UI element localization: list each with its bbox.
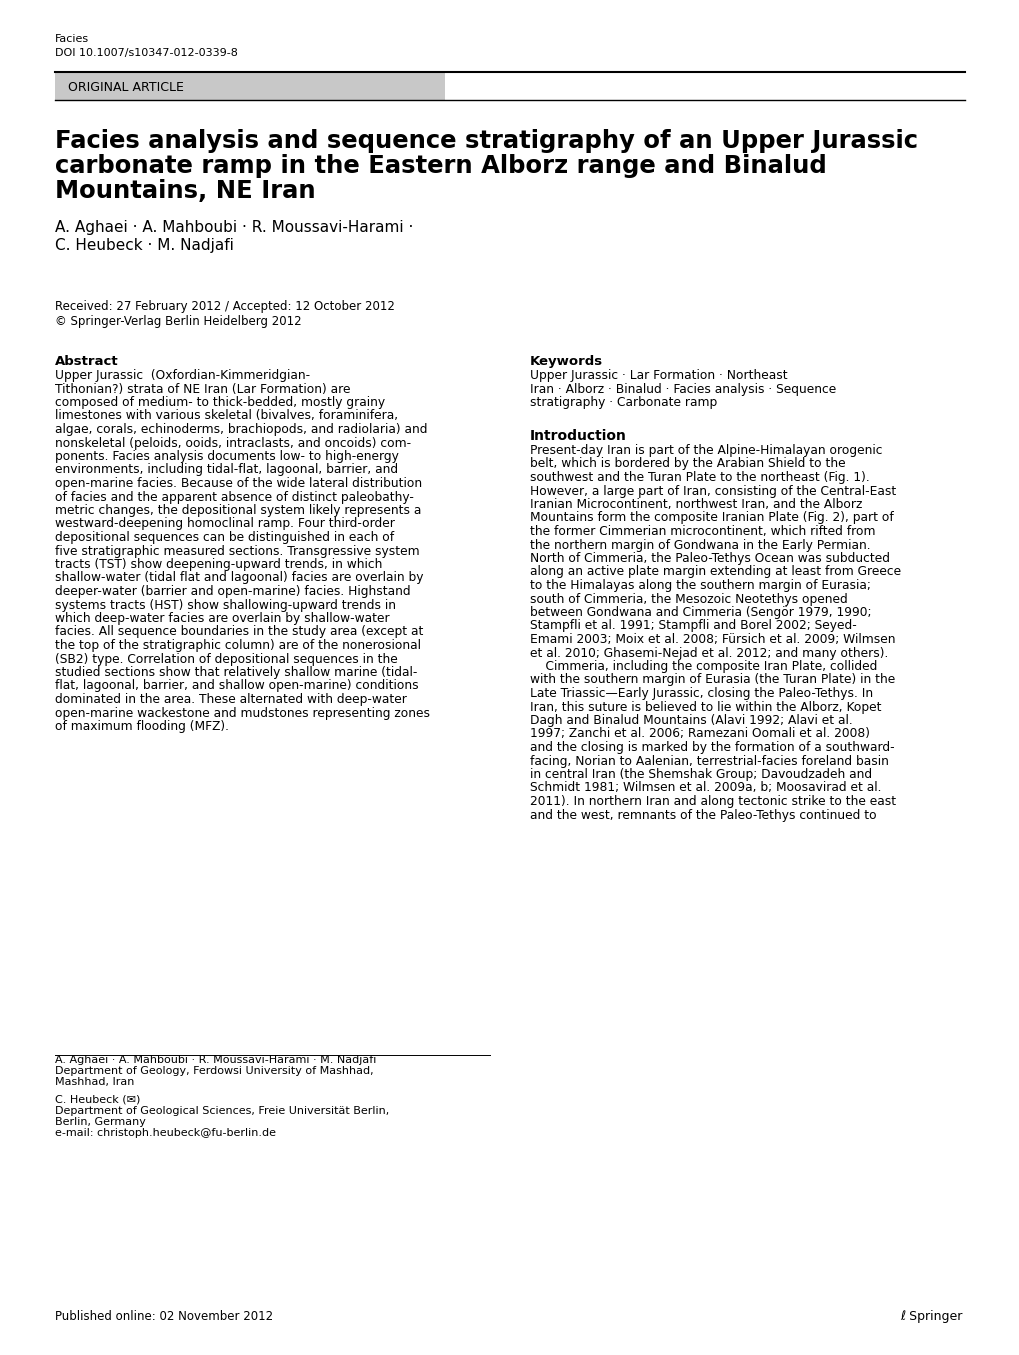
Text: Emami 2003; Moix et al. 2008; Fürsich et al. 2009; Wilmsen: Emami 2003; Moix et al. 2008; Fürsich et… (530, 633, 895, 646)
Text: of facies and the apparent absence of distinct paleobathy-: of facies and the apparent absence of di… (55, 491, 414, 504)
Text: studied sections show that relatively shallow marine (tidal-: studied sections show that relatively sh… (55, 667, 417, 679)
Text: Iranian Microcontinent, northwest Iran, and the Alborz: Iranian Microcontinent, northwest Iran, … (530, 499, 861, 511)
Text: Mashhad, Iran: Mashhad, Iran (55, 1077, 135, 1087)
Text: However, a large part of Iran, consisting of the Central-East: However, a large part of Iran, consistin… (530, 485, 896, 497)
Text: and the closing is marked by the formation of a southward-: and the closing is marked by the formati… (530, 741, 894, 753)
Text: e-mail: christoph.heubeck@fu-berlin.de: e-mail: christoph.heubeck@fu-berlin.de (55, 1127, 276, 1138)
Text: Late Triassic—Early Jurassic, closing the Paleo-Tethys. In: Late Triassic—Early Jurassic, closing th… (530, 687, 872, 701)
Text: environments, including tidal-flat, lagoonal, barrier, and: environments, including tidal-flat, lago… (55, 463, 397, 477)
Text: Keywords: Keywords (530, 355, 602, 369)
Text: Facies: Facies (55, 34, 89, 43)
Text: Iran · Alborz · Binalud · Facies analysis · Sequence: Iran · Alborz · Binalud · Facies analysi… (530, 382, 836, 396)
Text: Mountains form the composite Iranian Plate (Fig. 2), part of: Mountains form the composite Iranian Pla… (530, 511, 893, 524)
Text: Upper Jurassic  (Oxfordian-Kimmeridgian-: Upper Jurassic (Oxfordian-Kimmeridgian- (55, 369, 310, 382)
Text: and the west, remnants of the Paleo-Tethys continued to: and the west, remnants of the Paleo-Teth… (530, 809, 875, 821)
Text: in central Iran (the Shemshak Group; Davoudzadeh and: in central Iran (the Shemshak Group; Dav… (530, 768, 871, 780)
Text: ponents. Facies analysis documents low- to high-energy: ponents. Facies analysis documents low- … (55, 450, 398, 463)
Text: Present-day Iran is part of the Alpine-Himalayan orogenic: Present-day Iran is part of the Alpine-H… (530, 444, 881, 457)
Text: along an active plate margin extending at least from Greece: along an active plate margin extending a… (530, 565, 900, 579)
Text: the northern margin of Gondwana in the Early Permian.: the northern margin of Gondwana in the E… (530, 538, 870, 551)
Text: nonskeletal (peloids, ooids, intraclasts, and oncoids) com-: nonskeletal (peloids, ooids, intraclasts… (55, 436, 411, 450)
Text: systems tracts (HST) show shallowing-upward trends in: systems tracts (HST) show shallowing-upw… (55, 599, 395, 611)
Text: DOI 10.1007/s10347-012-0339-8: DOI 10.1007/s10347-012-0339-8 (55, 47, 237, 58)
Text: limestones with various skeletal (bivalves, foraminifera,: limestones with various skeletal (bivalv… (55, 409, 397, 423)
Text: the former Cimmerian microcontinent, which rifted from: the former Cimmerian microcontinent, whi… (530, 524, 874, 538)
Text: open-marine facies. Because of the wide lateral distribution: open-marine facies. Because of the wide … (55, 477, 422, 491)
Text: flat, lagoonal, barrier, and shallow open-marine) conditions: flat, lagoonal, barrier, and shallow ope… (55, 679, 418, 692)
Text: facing, Norian to Aalenian, terrestrial-facies foreland basin: facing, Norian to Aalenian, terrestrial-… (530, 755, 888, 767)
Text: Schmidt 1981; Wilmsen et al. 2009a, b; Moosavirad et al.: Schmidt 1981; Wilmsen et al. 2009a, b; M… (530, 782, 880, 794)
Text: Facies analysis and sequence stratigraphy of an Upper Jurassic: Facies analysis and sequence stratigraph… (55, 129, 917, 153)
Text: with the southern margin of Eurasia (the Turan Plate) in the: with the southern margin of Eurasia (the… (530, 673, 895, 687)
Text: depositional sequences can be distinguished in each of: depositional sequences can be distinguis… (55, 531, 393, 543)
Text: Berlin, Germany: Berlin, Germany (55, 1117, 146, 1127)
Text: tracts (TST) show deepening-upward trends, in which: tracts (TST) show deepening-upward trend… (55, 558, 382, 570)
Text: southwest and the Turan Plate to the northeast (Fig. 1).: southwest and the Turan Plate to the nor… (530, 472, 869, 484)
Text: C. Heubeck · M. Nadjafi: C. Heubeck · M. Nadjafi (55, 238, 233, 253)
Text: C. Heubeck (✉): C. Heubeck (✉) (55, 1095, 141, 1104)
Text: south of Cimmeria, the Mesozoic Neotethys opened: south of Cimmeria, the Mesozoic Neotethy… (530, 592, 847, 606)
Bar (55, 72, 444, 100)
Text: dominated in the area. These alternated with deep-water: dominated in the area. These alternated … (55, 692, 407, 706)
Text: et al. 2010; Ghasemi-Nejad et al. 2012; and many others).: et al. 2010; Ghasemi-Nejad et al. 2012; … (530, 646, 888, 660)
Text: Tithonian?) strata of NE Iran (Lar Formation) are: Tithonian?) strata of NE Iran (Lar Forma… (55, 382, 351, 396)
Text: A. Aghaei · A. Mahboubi · R. Moussavi-Harami ·: A. Aghaei · A. Mahboubi · R. Moussavi-Ha… (55, 220, 413, 234)
Text: ORIGINAL ARTICLE: ORIGINAL ARTICLE (68, 81, 183, 93)
Text: algae, corals, echinoderms, brachiopods, and radiolaria) and: algae, corals, echinoderms, brachiopods,… (55, 423, 427, 436)
Text: Dagh and Binalud Mountains (Alavi 1992; Alavi et al.: Dagh and Binalud Mountains (Alavi 1992; … (530, 714, 852, 728)
Text: shallow-water (tidal flat and lagoonal) facies are overlain by: shallow-water (tidal flat and lagoonal) … (55, 572, 423, 584)
Text: Iran, this suture is believed to lie within the Alborz, Kopet: Iran, this suture is believed to lie wit… (530, 701, 880, 714)
Text: (SB2) type. Correlation of depositional sequences in the: (SB2) type. Correlation of depositional … (55, 653, 397, 665)
Text: Department of Geological Sciences, Freie Universität Berlin,: Department of Geological Sciences, Freie… (55, 1106, 389, 1117)
Text: belt, which is bordered by the Arabian Shield to the: belt, which is bordered by the Arabian S… (530, 458, 845, 470)
Text: Published online: 02 November 2012: Published online: 02 November 2012 (55, 1310, 273, 1322)
Text: Stampfli et al. 1991; Stampfli and Borel 2002; Seyed-: Stampfli et al. 1991; Stampfli and Borel… (530, 619, 856, 633)
Text: westward-deepening homoclinal ramp. Four third-order: westward-deepening homoclinal ramp. Four… (55, 518, 394, 531)
Text: Upper Jurassic · Lar Formation · Northeast: Upper Jurassic · Lar Formation · Northea… (530, 369, 787, 382)
Text: 1997; Zanchi et al. 2006; Ramezani Oomali et al. 2008): 1997; Zanchi et al. 2006; Ramezani Oomal… (530, 728, 869, 740)
Text: Received: 27 February 2012 / Accepted: 12 October 2012: Received: 27 February 2012 / Accepted: 1… (55, 299, 394, 313)
Text: Cimmeria, including the composite Iran Plate, collided: Cimmeria, including the composite Iran P… (530, 660, 876, 673)
Text: Department of Geology, Ferdowsi University of Mashhad,: Department of Geology, Ferdowsi Universi… (55, 1066, 373, 1076)
Text: Abstract: Abstract (55, 355, 118, 369)
Text: to the Himalayas along the southern margin of Eurasia;: to the Himalayas along the southern marg… (530, 579, 870, 592)
Text: A. Aghaei · A. Mahboubi · R. Moussavi-Harami · M. Nadjafi: A. Aghaei · A. Mahboubi · R. Moussavi-Ha… (55, 1056, 376, 1065)
Text: five stratigraphic measured sections. Transgressive system: five stratigraphic measured sections. Tr… (55, 545, 419, 557)
Text: ℓ Springer: ℓ Springer (899, 1310, 962, 1322)
Text: North of Cimmeria, the Paleo-Tethys Ocean was subducted: North of Cimmeria, the Paleo-Tethys Ocea… (530, 551, 890, 565)
Text: composed of medium- to thick-bedded, mostly grainy: composed of medium- to thick-bedded, mos… (55, 396, 385, 409)
Text: deeper-water (barrier and open-marine) facies. Highstand: deeper-water (barrier and open-marine) f… (55, 585, 411, 598)
Text: carbonate ramp in the Eastern Alborz range and Binalud: carbonate ramp in the Eastern Alborz ran… (55, 154, 826, 178)
Text: 2011). In northern Iran and along tectonic strike to the east: 2011). In northern Iran and along tecton… (530, 795, 896, 808)
Text: open-marine wackestone and mudstones representing zones: open-marine wackestone and mudstones rep… (55, 706, 430, 720)
Text: Introduction: Introduction (530, 430, 627, 443)
Text: the top of the stratigraphic column) are of the nonerosional: the top of the stratigraphic column) are… (55, 640, 421, 652)
Text: which deep-water facies are overlain by shallow-water: which deep-water facies are overlain by … (55, 612, 389, 625)
Text: metric changes, the depositional system likely represents a: metric changes, the depositional system … (55, 504, 421, 518)
Text: © Springer-Verlag Berlin Heidelberg 2012: © Springer-Verlag Berlin Heidelberg 2012 (55, 314, 302, 328)
Text: stratigraphy · Carbonate ramp: stratigraphy · Carbonate ramp (530, 396, 716, 409)
Text: of maximum flooding (MFZ).: of maximum flooding (MFZ). (55, 720, 229, 733)
Text: Mountains, NE Iran: Mountains, NE Iran (55, 179, 315, 203)
Text: facies. All sequence boundaries in the study area (except at: facies. All sequence boundaries in the s… (55, 626, 423, 638)
Text: between Gondwana and Cimmeria (Sengör 1979, 1990;: between Gondwana and Cimmeria (Sengör 19… (530, 606, 870, 619)
